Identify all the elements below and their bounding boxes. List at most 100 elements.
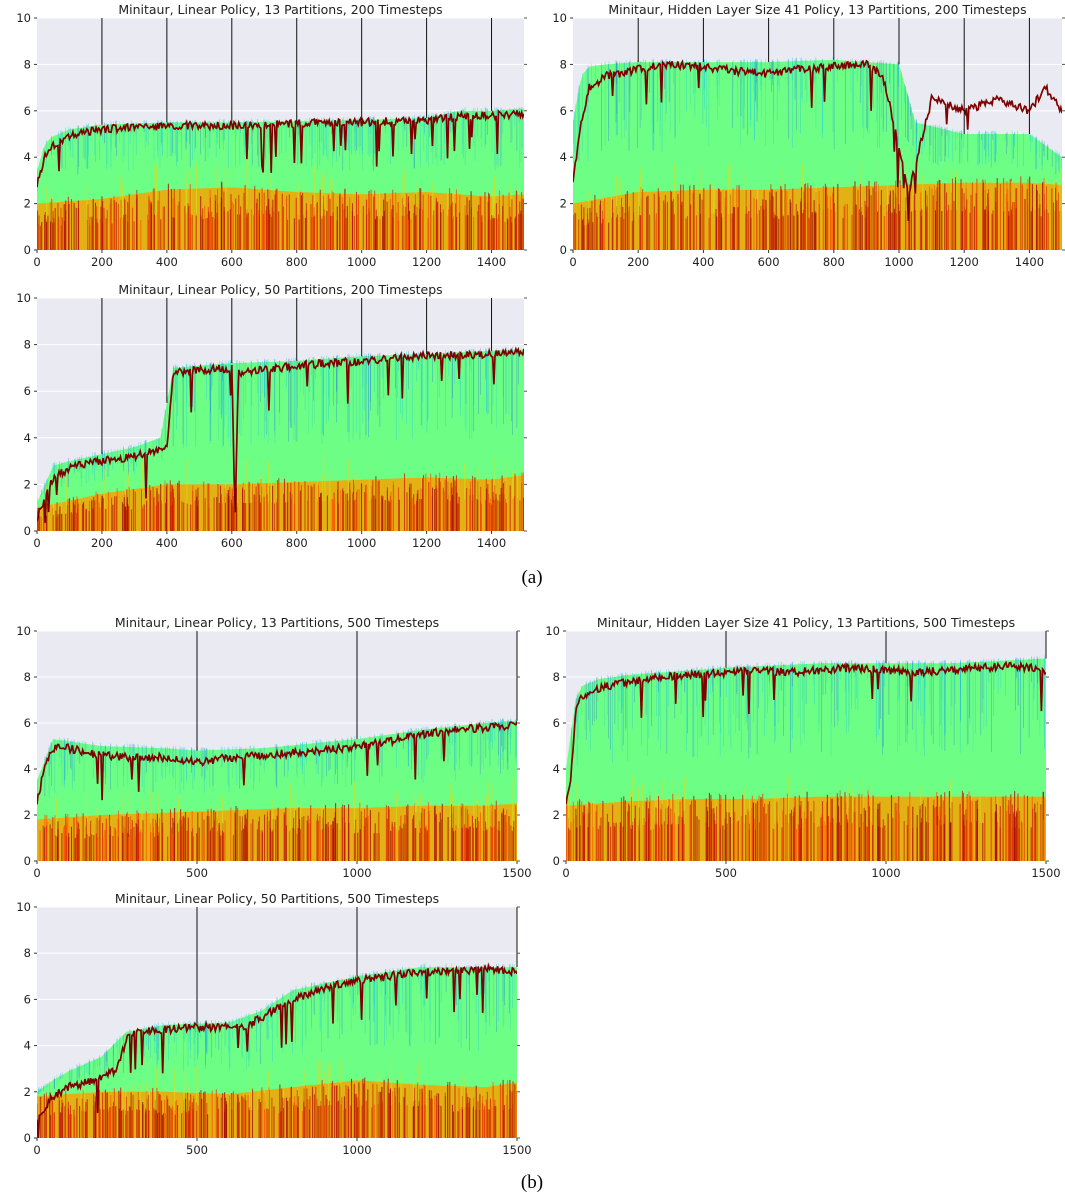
- x-tick-label: 500: [186, 1143, 208, 1157]
- panel-hidden41-13p-500ts: 0 2 4 6 8 10 0 500 1000 1500 Minitaur, Hidden Laye…: [545, 615, 1060, 880]
- y-tick-label: 6: [24, 384, 31, 398]
- x-tick-label: 1400: [1015, 255, 1044, 269]
- x-tick-label: 200: [91, 255, 113, 269]
- y-tick-label: 10: [16, 624, 31, 638]
- x-tick-label: 1000: [347, 255, 376, 269]
- y-tick-label: 2: [24, 808, 31, 822]
- x-tick-label: 800: [823, 255, 845, 269]
- chart-title: Minitaur, Linear Policy, 13 Partitions, …: [118, 2, 442, 17]
- chart-title: Minitaur, Linear Policy, 13 Partitions, …: [115, 615, 439, 630]
- series-best: [37, 721, 517, 805]
- x-tick-label: 1500: [1031, 866, 1060, 880]
- chart-title: Minitaur, Linear Policy, 50 Partitions, …: [115, 891, 439, 906]
- y-tick-label: 0: [24, 524, 31, 538]
- series-best: [37, 346, 524, 523]
- series-low-noise: [37, 1057, 517, 1138]
- x-tick-label: 200: [627, 255, 649, 269]
- series-low-noise: [566, 774, 1045, 861]
- x-tick-label: 500: [715, 866, 737, 880]
- plot-area: [37, 718, 517, 861]
- y-tick-label: 0: [24, 1131, 31, 1145]
- x-tick-label: 500: [186, 866, 208, 880]
- x-tick-label: 400: [692, 255, 714, 269]
- x-tick-label: 1000: [884, 255, 913, 269]
- x-tick-label: 1200: [412, 536, 441, 550]
- series-best: [566, 660, 1046, 805]
- y-tick-label: 10: [552, 11, 567, 25]
- chart-title: Minitaur, Hidden Layer Size 41 Policy, 1…: [597, 615, 1015, 630]
- x-tick-label: 1500: [502, 866, 531, 880]
- panel-linear-50p-200ts: 0 2 4 6 8 10 0 200 400 600 800 1000 1200 1400 Minitaur…: [16, 282, 527, 550]
- series-best: [37, 962, 517, 1138]
- y-tick-label: 2: [560, 197, 567, 211]
- y-tick-label: 2: [24, 197, 31, 211]
- y-tick-label: 8: [24, 57, 31, 71]
- y-tick-label: 0: [553, 854, 560, 868]
- x-tick-label: 200: [91, 536, 113, 550]
- chart-title: Minitaur, Hidden Layer Size 41 Policy, 1…: [608, 2, 1026, 17]
- plot-area: [37, 106, 524, 250]
- series-low-noise: [37, 161, 524, 250]
- x-tick-label: 0: [33, 1143, 40, 1157]
- plot-area: [37, 346, 524, 531]
- x-tick-label: 600: [221, 255, 243, 269]
- x-tick-label: 1400: [477, 536, 506, 550]
- y-tick-label: 8: [24, 670, 31, 684]
- y-tick-label: 2: [24, 477, 31, 491]
- y-tick-label: 0: [24, 243, 31, 257]
- panel-hidden41-13p-200ts: 0 2 4 6 8 10 0 200 400 600 800 1000 1200 1400 Minitaur…: [552, 2, 1065, 269]
- x-tick-label: 800: [286, 536, 308, 550]
- x-tick-label: 800: [286, 255, 308, 269]
- x-tick-label: 0: [33, 536, 40, 550]
- x-tick-label: 1400: [477, 255, 506, 269]
- x-tick-label: 1000: [871, 866, 900, 880]
- x-tick-label: 0: [33, 866, 40, 880]
- y-tick-label: 4: [24, 762, 31, 776]
- caption-b: (b): [521, 1172, 543, 1193]
- x-tick-label: 1000: [342, 866, 371, 880]
- series-spikes: [573, 56, 1062, 175]
- series-low-noise: [37, 448, 524, 531]
- x-tick-label: 400: [156, 255, 178, 269]
- panel-linear-50p-500ts: 0 2 4 6 8 10 0 500 1000 1500 Minitaur, Linear Poli…: [16, 891, 531, 1157]
- y-tick-label: 6: [553, 716, 560, 730]
- chart-title: Minitaur, Linear Policy, 50 Partitions, …: [118, 282, 442, 297]
- x-tick-label: 0: [569, 255, 576, 269]
- y-tick-label: 4: [24, 1039, 31, 1053]
- panel-linear-13p-500ts: 0 2 4 6 8 10 0 500 1000 1500 Minitaur, Linear Poli…: [16, 615, 531, 880]
- y-tick-label: 0: [24, 854, 31, 868]
- y-tick-label: 10: [16, 291, 31, 305]
- x-tick-label: 1000: [347, 536, 376, 550]
- y-tick-label: 8: [24, 338, 31, 352]
- y-tick-label: 4: [24, 431, 31, 445]
- y-tick-label: 4: [24, 150, 31, 164]
- y-tick-label: 4: [560, 150, 567, 164]
- y-tick-label: 6: [24, 992, 31, 1006]
- x-tick-label: 600: [221, 536, 243, 550]
- y-tick-label: 4: [553, 762, 560, 776]
- x-tick-label: 0: [562, 866, 569, 880]
- x-tick-label: 1000: [342, 1143, 371, 1157]
- y-tick-label: 0: [560, 243, 567, 257]
- y-tick-label: 6: [24, 716, 31, 730]
- y-tick-label: 10: [545, 624, 560, 638]
- x-tick-label: 0: [33, 255, 40, 269]
- x-tick-label: 400: [156, 536, 178, 550]
- caption-a: (a): [521, 567, 542, 588]
- y-tick-label: 2: [24, 1085, 31, 1099]
- y-tick-label: 8: [553, 670, 560, 684]
- plot-area: [566, 655, 1046, 861]
- panel-linear-13p-200ts: 0 2 4 6 8 10 0 200 400 600 800 1000 1200 1400 Minitaur…: [16, 2, 527, 269]
- y-tick-label: 6: [24, 104, 31, 118]
- x-tick-label: 600: [758, 255, 780, 269]
- x-tick-label: 1200: [950, 255, 979, 269]
- y-tick-label: 10: [16, 900, 31, 914]
- y-tick-label: 6: [560, 104, 567, 118]
- series-low-noise: [39, 777, 517, 861]
- series-best: [37, 109, 524, 188]
- y-tick-label: 8: [560, 57, 567, 71]
- series-low-noise: [573, 158, 1062, 250]
- y-tick-label: 8: [24, 946, 31, 960]
- x-tick-label: 1200: [412, 255, 441, 269]
